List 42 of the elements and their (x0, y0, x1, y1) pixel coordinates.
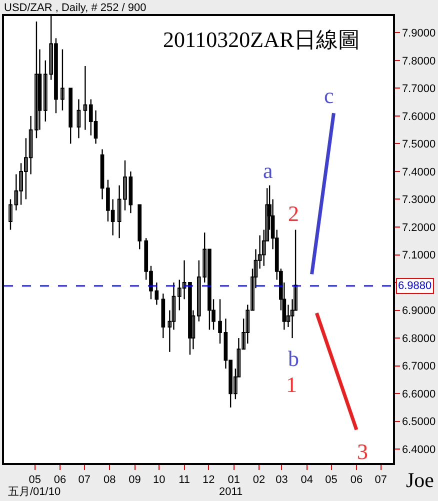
y-tick-label: 7.6000 (402, 110, 436, 123)
annotation: 2 (288, 201, 299, 226)
x-tick-label: 06 (350, 474, 363, 486)
x-tick-label: 03 (276, 474, 288, 486)
text: Joe (406, 468, 434, 492)
x-tick-label: 12 (202, 474, 215, 486)
text: 五月/01/10 (8, 486, 61, 498)
x-tick-label: 10 (152, 474, 166, 486)
x-tick-label: 09 (128, 474, 141, 486)
y-tick-label: 7.9000 (402, 28, 436, 40)
annotation: a (263, 158, 273, 183)
text: 20110320ZAR日線圖 (163, 27, 360, 52)
x-tick-label: 05 (28, 474, 41, 486)
y-tick-label: 7.1000 (402, 250, 436, 262)
chart-subtitle: USD/ZAR , Daily, # 252 / 900 (4, 2, 146, 14)
y-tick-label: 6.7000 (402, 360, 436, 373)
y-tick-label: 6.5000 (402, 416, 436, 428)
x-tick-label: 07 (78, 474, 91, 486)
x-tick-label: 11 (178, 474, 190, 486)
y-tick-label: 6.8000 (402, 332, 436, 345)
x-tick-label: 08 (103, 474, 116, 486)
text: 2011 (219, 486, 243, 498)
annotation: b (288, 346, 299, 371)
x-tick-label: 04 (300, 474, 314, 486)
y-tick-label: 7.8000 (402, 55, 436, 68)
y-tick-label: 7.7000 (402, 83, 436, 96)
y-tick-label: 7.2000 (402, 222, 436, 234)
x-tick-label: 02 (252, 474, 266, 486)
y-tick-label: 6.4000 (402, 444, 436, 456)
annotation: 1 (286, 372, 297, 397)
y-tick-label: 7.5000 (402, 138, 436, 151)
annotation: c (324, 83, 334, 108)
ref-line-label: 6.9880 (398, 280, 432, 292)
x-tick-label: 05 (325, 474, 338, 486)
y-tick-label: 6.6000 (402, 388, 436, 400)
annotation: 3 (357, 439, 368, 464)
y-tick-label: 7.3000 (402, 194, 436, 206)
y-tick-label: 6.9000 (402, 305, 436, 318)
x-tick-label: 01 (228, 474, 240, 486)
x-tick-label: 07 (374, 474, 387, 486)
x-tick-label: 06 (54, 474, 66, 486)
y-tick-label: 7.4000 (402, 166, 436, 178)
